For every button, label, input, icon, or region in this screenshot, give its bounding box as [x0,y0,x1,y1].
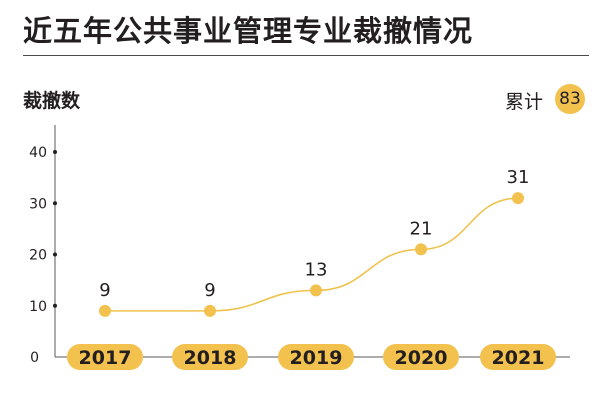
y-tick-dot [53,303,57,308]
data-label: 31 [507,167,530,188]
x-category-pill [383,344,459,370]
x-category-pill [67,344,143,370]
y-tick-label: 0 [30,350,39,366]
y-tick-label: 20 [29,248,47,264]
x-tick-label: 2021 [492,347,545,369]
data-label: 21 [410,218,433,239]
x-tick-label: 2018 [184,347,237,369]
y-tick-dot [53,252,57,257]
x-category-pill [278,344,354,370]
y-tick-dot [53,150,57,154]
x-tick-label: 2019 [290,347,343,369]
data-label: 13 [305,259,328,280]
y-tick-label: 30 [29,196,47,212]
total-label: 累计 [505,91,544,113]
y-tick-label: 10 [29,299,47,315]
x-category-pill [172,344,248,370]
x-tick-label: 2017 [79,347,132,369]
y-axis-title: 裁撤数 [23,90,81,112]
x-category-pill [480,344,556,370]
data-point [204,304,216,317]
data-point [99,304,111,317]
data-label: 9 [204,280,215,301]
data-point [415,243,427,256]
page-title: 近五年公共事业管理专业裁撤情况 [23,14,474,48]
data-point [310,284,322,297]
total-badge: 83 [555,84,585,114]
title-divider [23,55,589,56]
y-tick-label: 40 [29,145,47,161]
x-tick-label: 2020 [395,347,448,369]
data-point [512,192,524,205]
data-label: 9 [99,280,110,301]
y-tick-dot [53,201,57,206]
